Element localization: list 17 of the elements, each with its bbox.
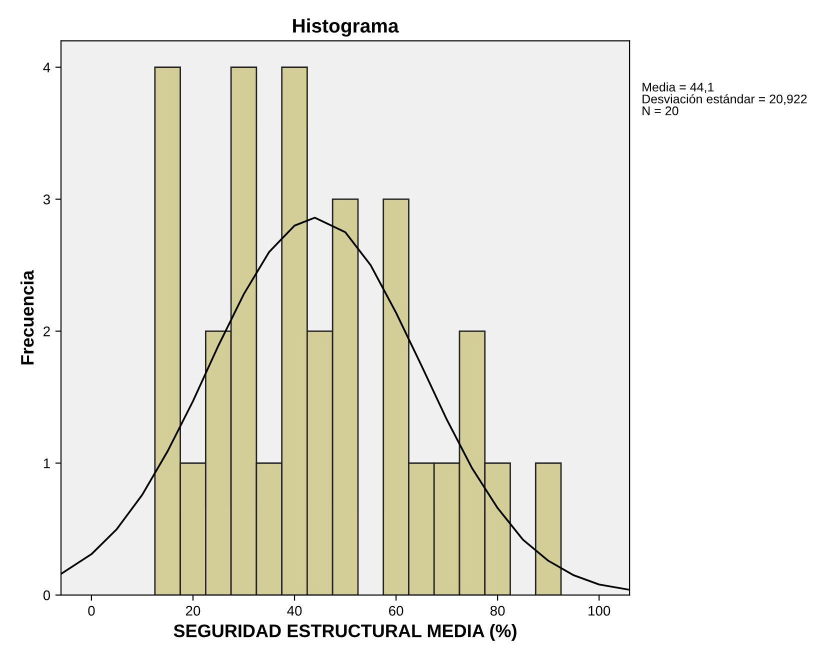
y-axis-title: Frecuencia xyxy=(20,270,34,364)
x-tick-label: 40 xyxy=(287,606,302,616)
text: N = 20 xyxy=(642,106,678,116)
x-tick-label: 0 xyxy=(88,606,95,616)
chart-title: Histograma xyxy=(293,18,399,37)
x-axis-title: SEGURIDAD ESTRUCTURAL MEDIA (%) xyxy=(174,624,516,641)
x-tick-label: 80 xyxy=(490,606,505,616)
y-tick-label: 0 xyxy=(43,590,50,600)
y-tick-label: 2 xyxy=(44,326,50,336)
y-tick-label: 4 xyxy=(43,62,50,72)
x-tick-label: 60 xyxy=(389,606,404,616)
x-tick-label: 100 xyxy=(588,606,610,616)
y-tick-label: 3 xyxy=(43,194,50,204)
text: Media = 44,1 xyxy=(642,82,714,94)
text: Desviación estándar = 20,922 xyxy=(642,94,807,105)
y-tick-label: 1 xyxy=(44,458,50,468)
x-tick-label: 20 xyxy=(186,606,200,616)
